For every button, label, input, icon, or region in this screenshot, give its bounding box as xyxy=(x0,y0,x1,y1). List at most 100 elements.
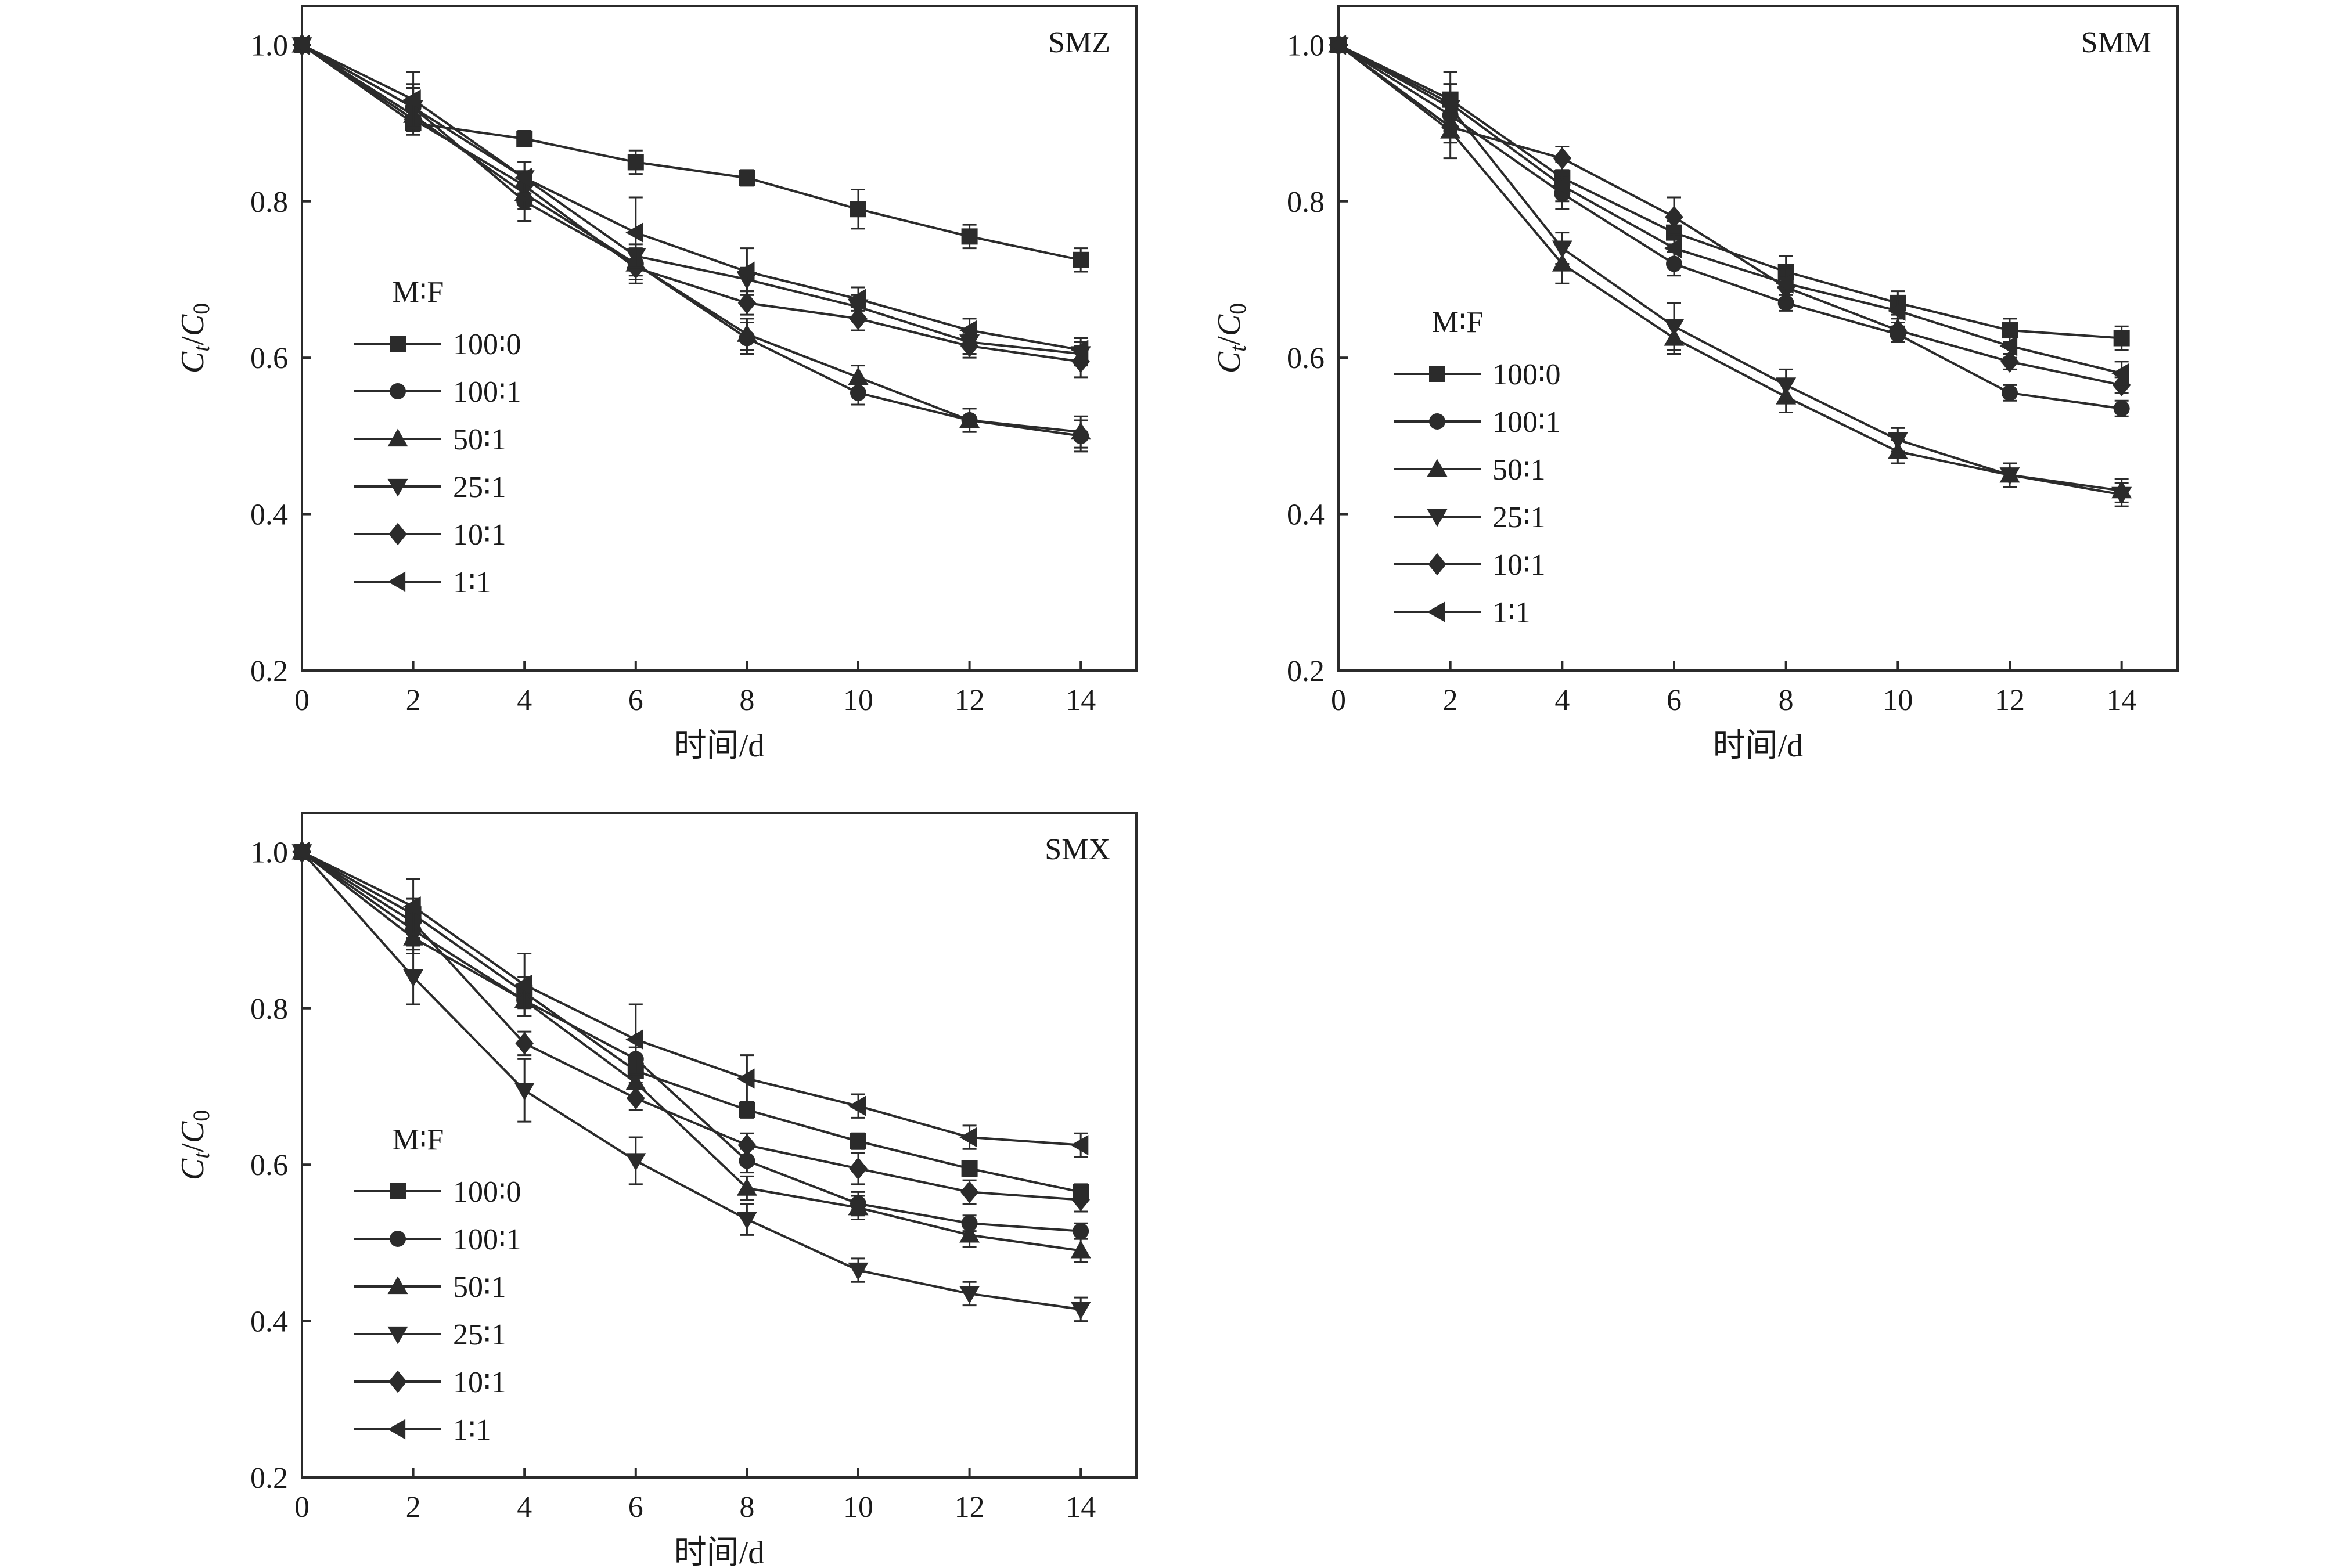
data-point xyxy=(736,324,757,342)
y-tick-label: 0.4 xyxy=(250,499,288,532)
x-tick-label: 6 xyxy=(1667,684,1682,717)
legend-marker xyxy=(1427,601,1445,622)
legend-marker xyxy=(388,1370,407,1393)
data-point xyxy=(961,228,978,245)
legend-marker xyxy=(387,428,408,447)
y-tick-label: 0.4 xyxy=(250,1306,288,1339)
data-point xyxy=(1999,467,2020,485)
data-point xyxy=(1070,421,1091,440)
series-line xyxy=(301,850,1081,1147)
legend-label: 100∶1 xyxy=(1492,406,1561,439)
y-tick-label: 0.2 xyxy=(1287,655,1325,688)
data-point xyxy=(848,289,866,309)
series-line xyxy=(1338,44,2122,375)
x-tick-label: 4 xyxy=(517,1491,532,1524)
series-line xyxy=(301,850,1081,1252)
data-point xyxy=(625,1153,646,1171)
legend-marker xyxy=(1429,413,1445,430)
data-point xyxy=(850,1133,866,1149)
y-tick-label: 0.8 xyxy=(250,993,288,1026)
legend-label: 1∶1 xyxy=(453,566,491,599)
legend-label: 50∶1 xyxy=(453,423,506,456)
data-point xyxy=(2113,330,2130,347)
series-line xyxy=(301,44,1081,351)
series-line xyxy=(301,44,1081,437)
legend-label: 10∶1 xyxy=(1492,549,1546,582)
series-line xyxy=(301,44,1081,261)
legend-marker xyxy=(387,1326,408,1344)
data-point xyxy=(1070,1240,1091,1259)
x-tick-label: 6 xyxy=(628,684,643,717)
data-point xyxy=(292,34,310,55)
series-line xyxy=(301,850,1081,1194)
series-line xyxy=(301,44,1081,363)
legend-label: 100∶1 xyxy=(453,1223,521,1256)
data-point xyxy=(736,1212,757,1230)
x-tick-label: 2 xyxy=(406,684,421,717)
y-tick-label: 0.8 xyxy=(1287,186,1325,219)
data-point xyxy=(516,131,533,147)
legend-label: 100∶0 xyxy=(453,1176,521,1209)
legend-marker xyxy=(1427,459,1448,477)
plot-frame xyxy=(1337,5,2179,672)
data-point xyxy=(1552,175,1570,196)
x-tick-label: 4 xyxy=(517,684,532,717)
data-point xyxy=(515,1032,534,1055)
legend-label: 25∶1 xyxy=(453,1318,506,1351)
legend-marker xyxy=(388,522,407,546)
panel-label: SMM xyxy=(2081,26,2151,59)
data-point xyxy=(848,367,869,385)
x-tick-label: 12 xyxy=(955,1491,985,1524)
x-axis-title: 时间/d xyxy=(674,1535,765,1568)
x-tick-label: 4 xyxy=(1554,684,1570,717)
x-tick-label: 8 xyxy=(739,684,754,717)
data-point xyxy=(1664,238,1682,259)
legend-marker xyxy=(390,383,406,399)
x-tick-label: 8 xyxy=(1779,684,1794,717)
data-point xyxy=(1073,1223,1089,1239)
data-point xyxy=(848,1095,866,1116)
data-point xyxy=(1070,340,1089,361)
data-point xyxy=(403,89,421,110)
legend-marker xyxy=(390,1231,406,1247)
legend-title: M∶F xyxy=(393,1123,444,1156)
series-line xyxy=(301,44,1081,355)
y-tick-label: 0.6 xyxy=(1287,342,1325,375)
x-tick-label: 2 xyxy=(406,1491,421,1524)
chart-panel-smx: 0 2 4 6 8 10 12 14 0.2 0.4 0.6 0.8 1.0 时间/d Ct/C0 SMX M∶… xyxy=(175,812,1138,1568)
legend-marker xyxy=(1429,366,1445,382)
chart-panel-smz: 0 2 4 6 8 10 12 14 0.2 0.4 0.6 0.8 1.0 时间/d Ct/C0 SMZ M∶… xyxy=(175,5,1138,764)
data-point xyxy=(514,167,532,188)
data-point xyxy=(850,201,866,218)
legend-label: 50∶1 xyxy=(453,1271,506,1304)
y-tick-label: 1.0 xyxy=(1287,29,1325,62)
data-point xyxy=(961,1160,978,1177)
series-line xyxy=(301,850,1081,1201)
data-point xyxy=(1070,1135,1089,1155)
data-point xyxy=(1887,432,1908,450)
x-tick-label: 2 xyxy=(1443,684,1458,717)
panel-label: SMZ xyxy=(1048,26,1110,59)
data-point xyxy=(739,1101,755,1118)
data-point xyxy=(514,1083,535,1101)
x-tick-label: 14 xyxy=(2107,684,2137,717)
data-point xyxy=(737,1134,757,1156)
data-point xyxy=(959,410,980,428)
series-triangle-down xyxy=(292,37,1091,367)
y-axis-title: Ct/C0 xyxy=(175,303,214,373)
data-point xyxy=(736,1178,757,1196)
x-tick-label: 8 xyxy=(739,1491,754,1524)
series-line xyxy=(1337,44,2122,492)
data-point xyxy=(292,841,310,862)
legend-title: M∶F xyxy=(1432,306,1484,339)
data-point xyxy=(960,1181,979,1203)
legend-marker xyxy=(1427,509,1448,527)
x-axis-title: 时间/d xyxy=(1713,728,1804,764)
series-line xyxy=(1338,44,2122,496)
y-tick-label: 0.2 xyxy=(250,1462,288,1495)
x-tick-label: 0 xyxy=(294,684,310,717)
x-tick-label: 10 xyxy=(1883,684,1913,717)
y-tick-label: 0.4 xyxy=(1287,499,1325,532)
y-tick-label: 0.2 xyxy=(250,655,288,688)
